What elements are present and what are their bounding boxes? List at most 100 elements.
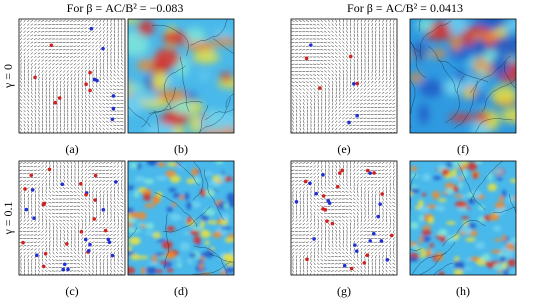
defect <box>354 249 359 253</box>
defect <box>53 100 58 105</box>
blob <box>452 176 461 181</box>
blob <box>445 221 457 225</box>
panel-label: (a) <box>65 142 78 156</box>
defect <box>101 207 106 212</box>
blob <box>220 226 232 230</box>
blob <box>416 247 425 252</box>
blob <box>498 195 505 202</box>
blob <box>450 35 462 52</box>
blob <box>128 97 143 115</box>
blob <box>469 230 478 237</box>
blob <box>471 38 488 56</box>
defect <box>385 258 390 262</box>
blob <box>429 242 434 248</box>
blob <box>492 225 502 232</box>
panel <box>128 161 234 275</box>
blob <box>145 222 155 230</box>
blob <box>424 29 453 41</box>
blob <box>410 174 420 178</box>
blob <box>141 224 146 229</box>
blob <box>228 199 234 208</box>
blob <box>494 201 506 210</box>
defect <box>83 237 88 242</box>
panel-frame <box>409 18 517 134</box>
blob <box>161 240 173 250</box>
row-label: γ = 0.1 <box>1 201 15 235</box>
blob <box>438 271 445 275</box>
blob <box>437 198 447 203</box>
blob <box>453 233 460 241</box>
defect <box>321 207 325 211</box>
blob <box>133 190 140 198</box>
blob <box>173 125 185 133</box>
defect <box>32 216 36 220</box>
blob <box>490 249 503 254</box>
panel <box>410 19 516 133</box>
defect <box>89 26 94 31</box>
blob <box>128 207 134 214</box>
blob <box>466 206 471 210</box>
blob <box>462 169 468 179</box>
blob <box>419 235 424 244</box>
blob <box>466 162 478 171</box>
defect <box>326 199 331 203</box>
blob <box>186 178 196 184</box>
blob <box>128 245 132 252</box>
blob <box>199 272 212 275</box>
blob <box>199 220 205 229</box>
blob <box>471 189 481 198</box>
blob <box>467 197 476 205</box>
panel-frame <box>127 18 235 134</box>
defect <box>113 180 118 184</box>
blob <box>189 253 197 258</box>
blob <box>211 29 234 36</box>
defect <box>34 253 39 258</box>
column-title: For β = AC/B² = −0.083 <box>67 1 184 15</box>
panel-frame <box>409 160 517 276</box>
defect <box>79 181 83 186</box>
blob <box>507 195 515 204</box>
defect <box>308 181 312 186</box>
blob <box>128 19 139 24</box>
blob <box>147 262 158 267</box>
defect <box>24 207 29 212</box>
blob <box>145 266 157 275</box>
blob <box>203 208 216 217</box>
panel-label: (e) <box>337 142 350 156</box>
defect <box>340 168 345 173</box>
blob <box>495 208 505 215</box>
blob <box>465 237 476 242</box>
defect <box>101 46 105 51</box>
defect <box>103 228 108 233</box>
panel-frame <box>18 18 126 134</box>
panel <box>128 19 234 133</box>
defect <box>325 219 329 224</box>
panel-label: (f) <box>457 142 469 156</box>
blob <box>128 227 136 234</box>
defect <box>372 171 376 175</box>
defect <box>84 192 88 197</box>
blob <box>189 230 200 236</box>
blob <box>428 216 435 224</box>
panel-frame <box>18 160 126 276</box>
blob <box>432 190 440 200</box>
blob <box>169 175 181 183</box>
defect <box>88 88 92 93</box>
blob <box>144 203 156 208</box>
blob <box>137 59 154 72</box>
blob <box>134 175 145 183</box>
director-field <box>291 161 396 275</box>
blob <box>153 47 180 69</box>
blob <box>171 202 177 207</box>
blob <box>156 175 167 181</box>
blob <box>507 269 516 275</box>
defect <box>23 187 27 191</box>
blob <box>187 258 193 265</box>
blob <box>224 237 234 243</box>
blob <box>446 188 454 196</box>
blob <box>458 175 463 182</box>
blob <box>130 162 138 169</box>
blob <box>422 173 431 182</box>
blob <box>493 238 502 242</box>
